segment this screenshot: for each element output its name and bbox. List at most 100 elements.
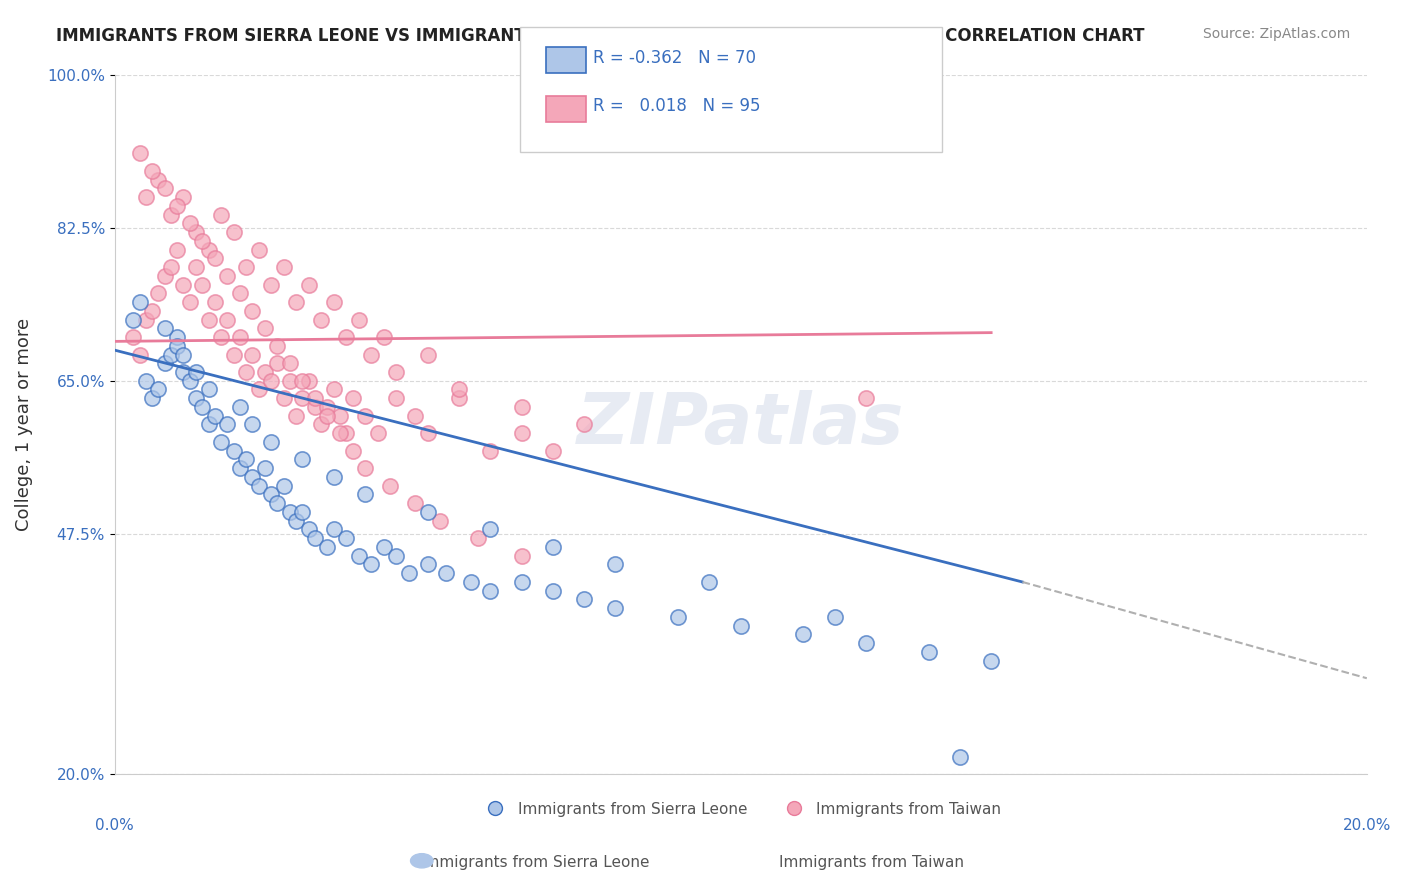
Point [222,443,245,458]
Point [447,391,470,405]
Point [322,295,344,310]
Point [347,312,370,326]
Point [304,531,326,545]
Point [605,601,627,615]
Text: 0.0%: 0.0% [96,818,134,833]
Point [222,347,245,361]
Point [229,286,252,301]
Point [229,461,252,475]
Point [204,409,226,423]
Point [209,435,232,450]
Point [373,540,395,554]
Point [699,574,721,589]
Point [253,461,276,475]
Point [309,312,332,326]
Point [404,496,426,510]
Point [148,286,170,301]
Point [217,268,239,283]
Point [253,365,276,379]
Point [347,549,370,563]
Point [572,417,595,432]
Point [510,426,533,441]
Point [917,645,939,659]
Point [298,277,321,292]
Point [291,452,314,467]
Point [354,409,377,423]
Point [666,610,689,624]
Point [416,505,439,519]
Point [184,260,207,274]
Point [949,750,972,764]
Point [240,347,263,361]
Text: Immigrants from Sierra Leone: Immigrants from Sierra Leone [419,855,650,870]
Point [209,330,232,344]
Point [335,330,357,344]
Point [329,426,352,441]
Point [479,443,502,458]
Point [172,190,194,204]
Point [141,303,163,318]
Point [247,479,270,493]
Point [479,583,502,598]
Point [467,531,489,545]
Point [217,312,239,326]
Point [335,426,357,441]
Point [378,479,401,493]
Point [235,365,257,379]
Point [122,330,145,344]
Point [285,409,308,423]
Point [266,496,288,510]
Point [266,339,288,353]
Point [385,549,408,563]
Point [416,347,439,361]
Point [260,487,283,501]
Point [128,146,150,161]
Point [204,295,226,310]
Point [354,487,377,501]
Point [322,523,344,537]
Point [278,374,301,388]
Point [416,426,439,441]
Point [398,566,420,581]
Text: IMMIGRANTS FROM SIERRA LEONE VS IMMIGRANTS FROM TAIWAN COLLEGE, 1 YEAR OR MORE C: IMMIGRANTS FROM SIERRA LEONE VS IMMIGRAN… [56,27,1144,45]
Point [160,207,183,221]
Legend: Immigrants from Sierra Leone, Immigrants from Taiwan: Immigrants from Sierra Leone, Immigrants… [474,796,1008,822]
Point [342,391,364,405]
Point [541,583,564,598]
Point [128,347,150,361]
Point [316,400,339,414]
Point [191,277,214,292]
Point [153,181,176,195]
Point [247,243,270,257]
Point [179,216,201,230]
Point [429,514,451,528]
Point [184,391,207,405]
Point [172,347,194,361]
Point [266,356,288,370]
Point [541,443,564,458]
Point [360,558,382,572]
Point [436,566,458,581]
Point [322,470,344,484]
Point [135,374,157,388]
Point [385,391,408,405]
Point [153,268,176,283]
Point [342,443,364,458]
Point [572,592,595,607]
Point [285,295,308,310]
Point [253,321,276,335]
Point [479,523,502,537]
Text: Source: ZipAtlas.com: Source: ZipAtlas.com [1202,27,1350,41]
Point [204,252,226,266]
Point [160,260,183,274]
Point [304,391,326,405]
Point [309,417,332,432]
Point [197,417,219,432]
Point [541,540,564,554]
Point [191,400,214,414]
Point [197,312,219,326]
Point [335,531,357,545]
Point [141,163,163,178]
Point [191,234,214,248]
Point [273,391,295,405]
